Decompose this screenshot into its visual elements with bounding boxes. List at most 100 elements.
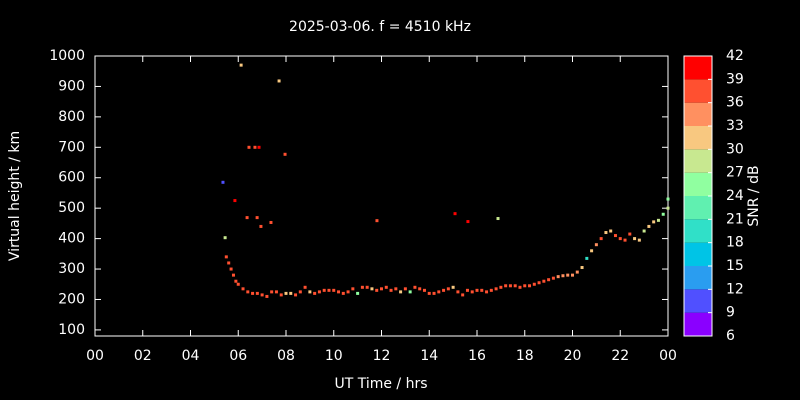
- point: [537, 281, 541, 285]
- colorbar-tick-label: 36: [726, 95, 744, 111]
- x-tick-label: 12: [373, 348, 391, 364]
- y-tick-label: 600: [58, 170, 85, 186]
- point: [223, 236, 227, 240]
- point: [528, 284, 532, 288]
- point: [609, 229, 613, 233]
- y-tick-label: 300: [58, 261, 85, 277]
- point: [571, 273, 574, 277]
- point: [580, 266, 584, 270]
- colorbar-tick-label: 39: [726, 71, 744, 87]
- point: [251, 291, 255, 295]
- x-tick-label: 08: [277, 348, 295, 364]
- point: [241, 287, 245, 291]
- point: [556, 275, 560, 279]
- point: [332, 288, 336, 292]
- point: [551, 276, 555, 280]
- colorbar-tick-label: 12: [726, 281, 744, 297]
- point: [494, 287, 498, 291]
- colorbar-band: [684, 102, 712, 126]
- point: [380, 287, 383, 291]
- point: [642, 229, 646, 233]
- point: [504, 284, 508, 288]
- point: [351, 287, 355, 291]
- colorbar-label: SNR / dB: [746, 165, 762, 226]
- point: [585, 256, 589, 260]
- x-tick-label: 02: [134, 348, 152, 364]
- point: [496, 217, 500, 221]
- colorbar-band: [684, 242, 712, 266]
- point: [594, 243, 598, 247]
- point: [599, 237, 603, 241]
- point: [590, 249, 594, 253]
- point: [239, 63, 243, 67]
- point: [265, 294, 269, 298]
- point: [313, 291, 317, 295]
- chart-title: 2025-03-06. f = 4510 kHz: [289, 19, 471, 35]
- colorbar-band: [684, 56, 712, 80]
- point: [432, 291, 436, 295]
- point: [257, 145, 261, 149]
- point: [245, 216, 249, 220]
- point: [413, 285, 417, 289]
- point: [221, 180, 225, 184]
- point: [408, 290, 412, 294]
- point: [661, 212, 665, 216]
- point: [389, 288, 393, 292]
- point: [233, 199, 237, 203]
- point: [384, 285, 388, 289]
- point: [547, 278, 551, 282]
- point: [618, 237, 622, 241]
- point: [274, 290, 278, 294]
- colorbar-band: [684, 289, 712, 313]
- point: [246, 290, 250, 294]
- x-tick-label: 00: [659, 348, 677, 364]
- point: [322, 288, 326, 292]
- point: [427, 291, 431, 295]
- point: [666, 206, 670, 210]
- point: [327, 288, 331, 292]
- x-tick-label: 04: [182, 348, 200, 364]
- point: [269, 220, 273, 224]
- point: [633, 237, 637, 241]
- point: [236, 282, 240, 286]
- colorbar-band: [684, 312, 712, 336]
- y-tick-label: 800: [58, 109, 85, 125]
- colorbar-band: [684, 266, 712, 290]
- point: [652, 220, 656, 224]
- colorbar-band: [684, 149, 712, 173]
- point: [279, 293, 283, 297]
- point: [294, 293, 298, 297]
- point: [461, 293, 465, 297]
- colorbar-tick-label: 21: [726, 211, 744, 227]
- y-tick-label: 700: [58, 139, 85, 155]
- y-tick-label: 100: [58, 322, 85, 338]
- point: [446, 287, 450, 291]
- x-tick-label: 14: [420, 348, 438, 364]
- point: [341, 291, 345, 295]
- point: [647, 224, 651, 228]
- point: [247, 145, 251, 149]
- point: [453, 212, 457, 216]
- point: [418, 287, 422, 291]
- point: [227, 261, 231, 265]
- point: [508, 284, 512, 288]
- point: [356, 291, 360, 295]
- point: [422, 288, 426, 292]
- point: [284, 291, 288, 295]
- point: [666, 197, 670, 201]
- point: [370, 287, 374, 291]
- point: [270, 290, 274, 294]
- point: [360, 285, 364, 289]
- point: [451, 285, 455, 289]
- point: [260, 293, 264, 297]
- x-tick-label: 06: [229, 348, 247, 364]
- point: [303, 285, 307, 289]
- colorbar-band: [684, 172, 712, 196]
- point: [255, 291, 259, 295]
- colorbar-tick-label: 18: [726, 235, 744, 251]
- point: [277, 79, 281, 83]
- point: [289, 291, 293, 295]
- point: [613, 234, 617, 238]
- y-tick-label: 1000: [49, 48, 85, 64]
